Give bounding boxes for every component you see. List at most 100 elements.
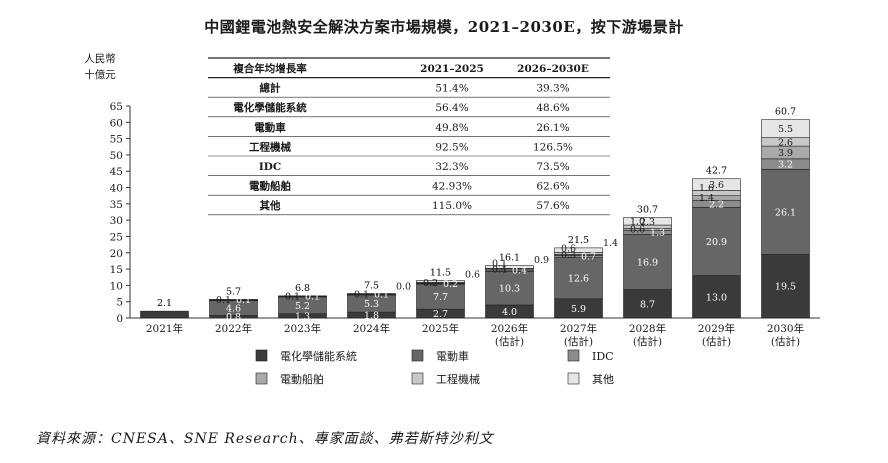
bar-segment <box>209 299 258 301</box>
x-tick-label: 2026年 <box>491 322 528 335</box>
segment-value-label: 5.5 <box>778 124 793 135</box>
x-tick-label: 2030年 <box>767 322 804 335</box>
y-tick-label: 0 <box>116 313 123 325</box>
legend-swatch <box>411 349 424 362</box>
x-tick-label: 2023年 <box>284 322 321 335</box>
y-tick-label: 65 <box>110 101 123 113</box>
cagr-row-label: 其他 <box>260 199 281 212</box>
legend-label: 其他 <box>592 373 614 386</box>
segment-value-label: 7.7 <box>433 292 448 303</box>
bar-segment <box>692 275 741 319</box>
segment-value-label: 2.3 <box>640 217 655 228</box>
y-tick-label: 55 <box>110 134 123 146</box>
segment-value-label: 0.8 <box>226 312 241 323</box>
segment-value-label: 0.2 <box>423 278 438 289</box>
y-tick-label: 40 <box>110 183 123 195</box>
segment-value-label: 3.6 <box>709 180 724 191</box>
bar-total-label: 30.7 <box>637 205 658 216</box>
bar-segment <box>692 178 741 191</box>
segment-value-label: 0.1 <box>285 291 300 302</box>
bar-segment <box>623 217 672 226</box>
cagr-row-label: 電化學儲能系統 <box>233 101 307 114</box>
cagr-value: 56.4% <box>435 102 468 114</box>
segment-value-label: 19.5 <box>775 282 796 293</box>
legend-swatch <box>567 372 580 385</box>
segment-value-label: 0.4 <box>492 264 507 275</box>
x-tick-label: 2022年 <box>215 322 252 335</box>
x-tick-label: (估計) <box>495 335 524 348</box>
segment-value-label: 0.6 <box>465 269 480 280</box>
source-note: 資料來源：CNESA、SNE Research、專家面談、弗若斯特沙利文 <box>36 431 494 447</box>
segment-value-label: 1.3 <box>650 227 665 238</box>
segment-value-label: 1.3 <box>295 311 310 322</box>
cagr-value: 92.5% <box>435 141 468 153</box>
y-tick-label: 60 <box>110 117 123 129</box>
bar-total-label: 2.1 <box>157 298 172 309</box>
x-tick-label: (估計) <box>633 335 662 348</box>
x-tick-label: 2029年 <box>698 322 735 335</box>
segment-value-label: 0.6 <box>630 224 645 235</box>
bar-segment <box>623 289 672 319</box>
segment-value-label: 4.6 <box>226 303 241 314</box>
legend-swatch <box>255 372 268 385</box>
segment-value-label: 5.3 <box>364 299 379 310</box>
legend-swatch <box>255 349 268 362</box>
segment-value-label: 8.7 <box>640 299 655 310</box>
bar-segment <box>761 254 810 319</box>
segment-value-label: 1.4 <box>699 193 714 204</box>
x-tick-label: (估計) <box>771 335 800 348</box>
segment-value-label: 10.3 <box>499 284 520 295</box>
cagr-value: 49.8% <box>435 122 468 134</box>
segment-value-label: 20.9 <box>706 237 727 248</box>
cagr-value: 115.0% <box>432 200 472 212</box>
cagr-table-header: 2021–2025 <box>420 63 484 75</box>
y-tick-label: 5 <box>116 297 123 309</box>
segment-value-label: 2.7 <box>433 309 448 320</box>
cagr-value: 39.3% <box>536 83 569 95</box>
cagr-value: 32.3% <box>435 161 468 173</box>
cagr-value: 26.1% <box>536 122 569 134</box>
legend-label: 工程機械 <box>436 372 480 386</box>
y-tick-label: 25 <box>110 231 123 243</box>
segment-value-label: 0.3 <box>561 250 576 261</box>
bar-segment <box>692 207 741 276</box>
segment-value-label: 1.0 <box>630 217 645 228</box>
x-tick-label: (估計) <box>564 335 593 348</box>
segment-value-label: 3.9 <box>778 148 793 159</box>
bar-segment <box>347 293 396 295</box>
bar-total-label: 5.7 <box>226 286 241 297</box>
cagr-value: 73.5% <box>536 161 569 173</box>
bar-total-label: 6.8 <box>295 283 310 294</box>
segment-value-label: 2.6 <box>778 137 793 148</box>
y-tick-label: 30 <box>110 215 123 227</box>
segment-value-label: 12.6 <box>568 274 589 285</box>
cagr-value: 62.6% <box>536 181 569 193</box>
x-tick-label: 2027年 <box>560 322 597 335</box>
cagr-table-header: 複合年均增長率 <box>232 62 307 75</box>
bar-segment <box>485 265 534 269</box>
cagr-value: 51.4% <box>435 83 468 95</box>
legend-swatch <box>567 349 580 362</box>
bar-segment <box>554 257 603 300</box>
segment-value-label: 0.6 <box>561 243 576 254</box>
bar-segment <box>761 119 810 138</box>
y-axis-label: 人民幣 <box>84 53 116 65</box>
segment-value-label: 0.1 <box>492 259 507 270</box>
segment-value-label: 5.2 <box>295 301 310 312</box>
segment-value-label: 0.1 <box>216 295 231 306</box>
x-tick-label: 2025年 <box>422 322 459 335</box>
legend-label: 電動船舶 <box>280 372 324 386</box>
cagr-row-label: 總計 <box>260 82 281 95</box>
cagr-row-label: IDC <box>259 161 281 173</box>
cagr-value: 48.6% <box>536 102 569 114</box>
legend-label: IDC <box>592 350 614 363</box>
y-tick-label: 50 <box>110 150 123 162</box>
bar-total-label: 7.5 <box>364 281 379 292</box>
cagr-value: 42.93% <box>432 181 472 193</box>
y-tick-label: 35 <box>110 199 123 211</box>
y-tick-label: 10 <box>110 280 123 292</box>
cagr-table-header: 2026–2030E <box>517 63 589 75</box>
bar-total-label: 60.7 <box>775 107 796 118</box>
y-tick-label: 15 <box>110 264 123 276</box>
y-tick-label: 20 <box>110 248 123 260</box>
